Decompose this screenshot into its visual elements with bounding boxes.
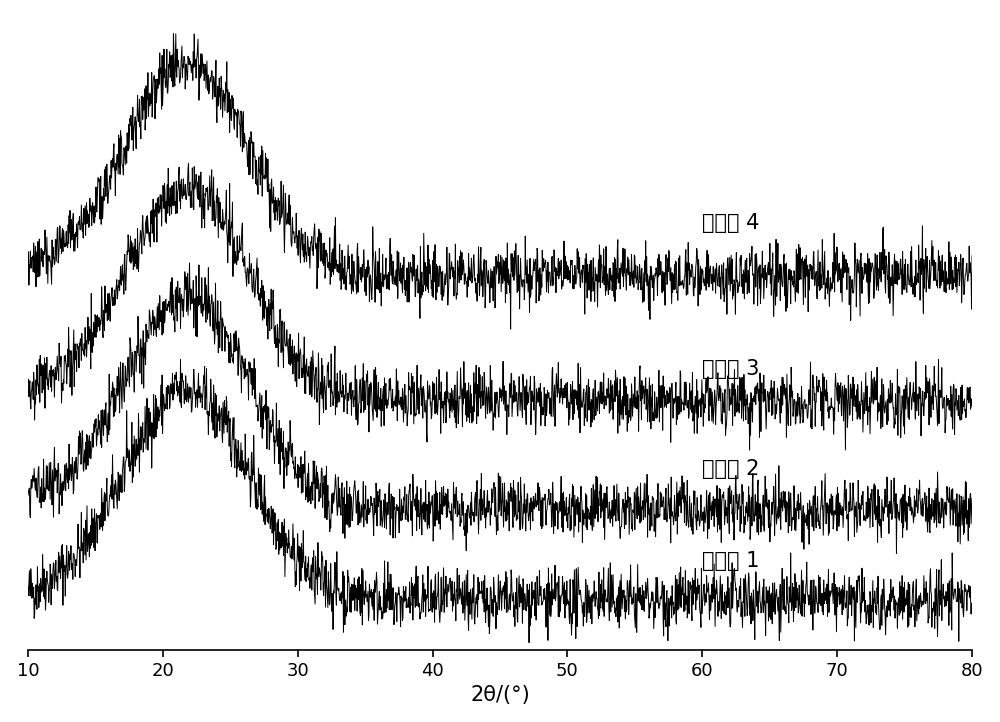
Text: 实施例 3: 实施例 3 (702, 359, 760, 379)
Text: 实施例 4: 实施例 4 (702, 213, 760, 233)
Text: 实施例 2: 实施例 2 (702, 459, 760, 479)
Text: 实施例 1: 实施例 1 (702, 551, 760, 571)
X-axis label: 2θ/(°): 2θ/(°) (470, 685, 530, 705)
